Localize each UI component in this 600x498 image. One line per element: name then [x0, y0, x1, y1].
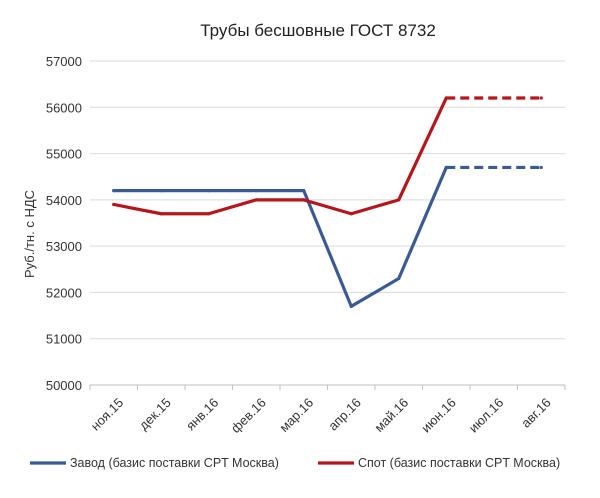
axis-layer: 50000 51000 52000 53000 54000 55000 56000 57000… [46, 54, 566, 436]
x-tick-label: апр.16 [325, 395, 364, 434]
x-tick-label: мар.16 [276, 395, 316, 435]
series-2 [112, 96, 543, 216]
data-point [254, 189, 258, 193]
legend-label: Завод (базис поставки CPT Москва) [70, 456, 279, 470]
series-1 [112, 165, 543, 308]
legend-item-2: Спот (базис поставки CPT Москва) [318, 456, 560, 470]
y-tick-label: 53000 [46, 239, 82, 254]
x-tick-label: июл.16 [466, 395, 507, 436]
y-tick-label: 50000 [46, 378, 82, 393]
y-tick-label: 51000 [46, 332, 82, 347]
data-point [492, 96, 496, 100]
x-tick-label: июн.16 [418, 395, 458, 435]
data-point [207, 189, 211, 193]
y-axis-label: Руб./тн. с НДС [22, 190, 37, 278]
x-tick-label: дек.15 [136, 395, 174, 433]
data-point [159, 189, 163, 193]
data-point [397, 198, 401, 202]
data-point [254, 198, 258, 202]
y-tick-label: 52000 [46, 285, 82, 300]
x-tick-label: ноя.15 [88, 395, 127, 434]
series-line-solid [112, 165, 448, 308]
y-tick-label: 56000 [46, 100, 82, 115]
data-point [112, 189, 116, 193]
legend: Завод (базис поставки CPT Москва) Спот (б… [30, 456, 560, 470]
x-tick-label: май.16 [371, 395, 411, 435]
data-point [349, 304, 353, 308]
data-point [112, 202, 116, 207]
data-point [539, 96, 543, 100]
chart-title: Трубы бесшовные ГОСТ 8732 [200, 21, 436, 40]
data-point [397, 276, 401, 281]
y-tick-label: 57000 [46, 54, 82, 69]
series-line-solid [112, 96, 448, 216]
legend-label: Спот (базис поставки CPT Москва) [358, 456, 560, 470]
grid-layer [90, 60, 565, 340]
x-tick-label: янв.16 [183, 395, 221, 433]
y-tick-label: 54000 [46, 193, 82, 208]
data-point [302, 198, 306, 202]
data-point [349, 212, 353, 216]
legend-item-1: Завод (базис поставки CPT Москва) [30, 456, 279, 470]
data-point [159, 212, 163, 216]
y-tick-label: 55000 [46, 147, 82, 162]
data-point [302, 189, 306, 193]
data-point [492, 165, 496, 170]
x-tick-label: авг.16 [518, 395, 554, 431]
series-layer [112, 96, 543, 308]
data-point [207, 212, 211, 216]
data-point [539, 165, 543, 170]
data-point [444, 96, 448, 100]
x-tick-label: фев.16 [228, 395, 269, 436]
data-point [444, 165, 448, 170]
